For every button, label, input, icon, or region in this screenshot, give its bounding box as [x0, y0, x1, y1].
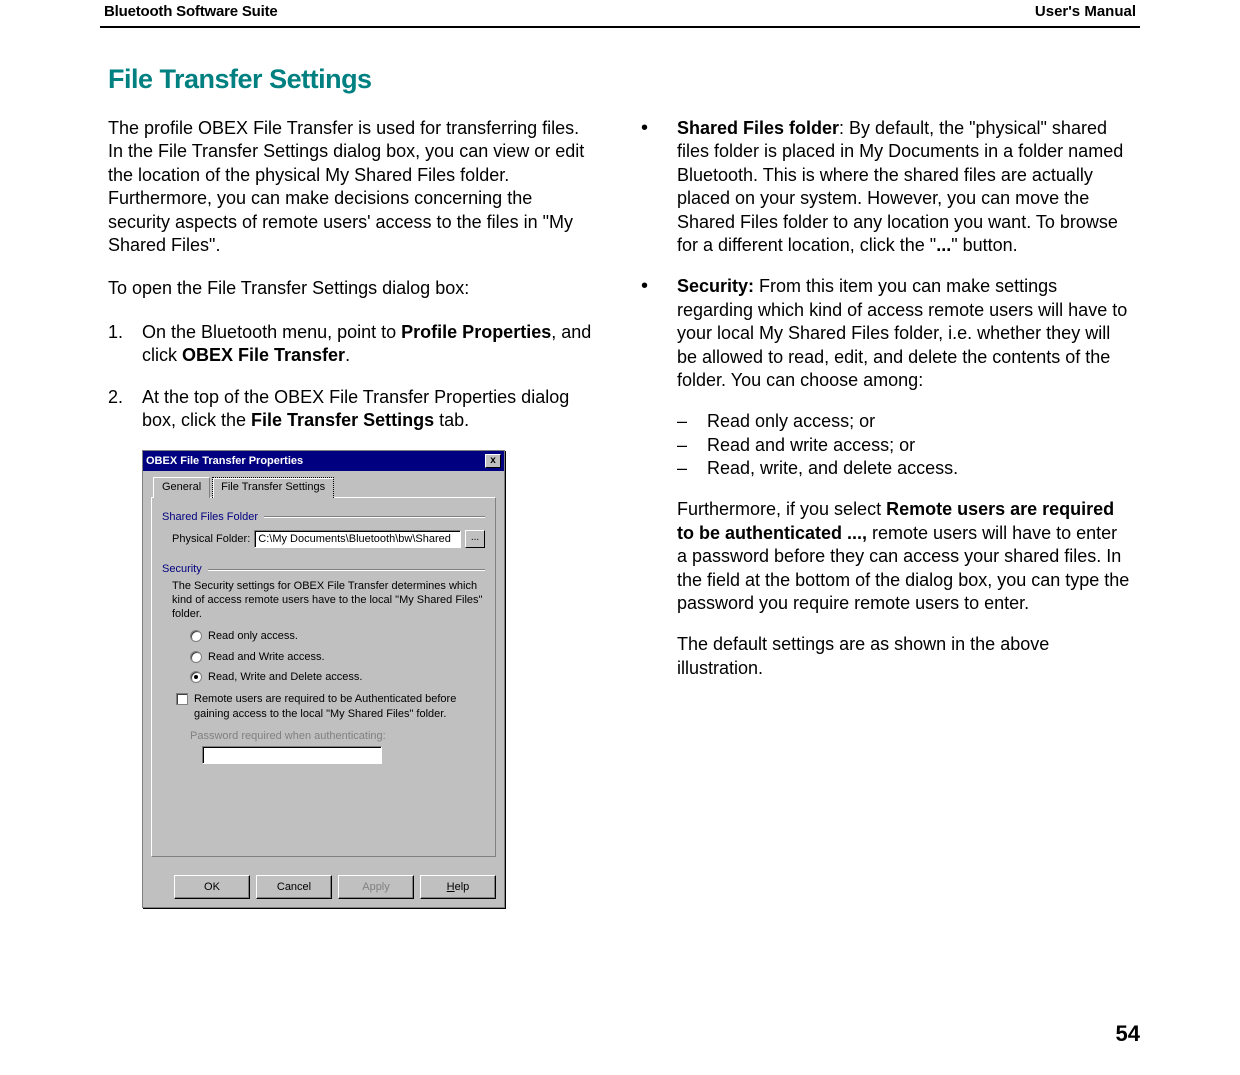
- step-1: 1. On the Bluetooth menu, point to Profi…: [108, 321, 599, 368]
- physical-folder-label: Physical Folder:: [172, 532, 250, 546]
- physical-folder-input[interactable]: [254, 530, 461, 548]
- close-icon[interactable]: x: [485, 454, 501, 468]
- page-header: Bluetooth Software Suite User's Manual: [100, 0, 1140, 28]
- dash-item: – Read, write, and delete access.: [677, 457, 1132, 480]
- bullet-shared-files: • Shared Files folder: By default, the "…: [641, 117, 1132, 257]
- step-2: 2. At the top of the OBEX File Transfer …: [108, 386, 599, 433]
- dash-icon: –: [677, 410, 707, 433]
- radio-label: Read and Write access.: [208, 650, 325, 664]
- step-number: 2.: [108, 386, 142, 433]
- tab-strip: General File Transfer Settings: [153, 477, 496, 497]
- dialog-screenshot: OBEX File Transfer Properties x General …: [142, 450, 599, 907]
- section-title: File Transfer Settings: [108, 64, 1140, 95]
- dash-item: – Read and write access; or: [677, 434, 1132, 457]
- bold-text: Shared Files folder: [677, 118, 839, 138]
- default-note: The default settings are as shown in the…: [677, 634, 1049, 677]
- step-body: On the Bluetooth menu, point to Profile …: [142, 321, 599, 368]
- bold-text: ...: [936, 235, 951, 255]
- checkbox-icon: [176, 693, 188, 705]
- text: Furthermore, if you select: [677, 499, 886, 519]
- text: tab.: [434, 410, 469, 430]
- step-number: 1.: [108, 321, 142, 368]
- help-button[interactable]: Help: [420, 875, 496, 899]
- group-shared-files: Shared Files Folder: [162, 510, 485, 524]
- password-label: Password required when authenticating:: [190, 729, 485, 743]
- checkbox-label: Remote users are required to be Authenti…: [194, 692, 485, 721]
- dialog-title: OBEX File Transfer Properties: [146, 454, 303, 468]
- ok-button[interactable]: OK: [174, 875, 250, 899]
- dash-icon: –: [677, 434, 707, 457]
- bullet-security: • Security: From this item you can make …: [641, 275, 1132, 680]
- group-security: Security: [162, 562, 485, 576]
- bullet-icon: •: [641, 117, 677, 257]
- header-right: User's Manual: [1035, 3, 1136, 20]
- security-description: The Security settings for OBEX File Tran…: [172, 580, 485, 621]
- dash-text: Read and write access; or: [707, 434, 1132, 457]
- bold-text: OBEX File Transfer: [182, 345, 345, 365]
- right-column: • Shared Files folder: By default, the "…: [641, 117, 1140, 908]
- step-body: At the top of the OBEX File Transfer Pro…: [142, 386, 599, 433]
- text: elp: [455, 881, 470, 893]
- tab-general[interactable]: General: [153, 477, 210, 497]
- dialog-titlebar: OBEX File Transfer Properties x: [143, 451, 504, 471]
- bullet-icon: •: [641, 275, 677, 680]
- radio-label: Read only access.: [208, 629, 298, 643]
- text: .: [345, 345, 350, 365]
- tab-panel: Shared Files Folder Physical Folder: ...…: [151, 497, 496, 857]
- obex-dialog: OBEX File Transfer Properties x General …: [142, 450, 505, 907]
- text: H: [447, 881, 455, 893]
- password-input[interactable]: [202, 746, 382, 764]
- intro-paragraph: The profile OBEX File Transfer is used f…: [108, 117, 599, 257]
- apply-button[interactable]: Apply: [338, 875, 414, 899]
- radio-label: Read, Write and Delete access.: [208, 670, 362, 684]
- bold-text: Security:: [677, 276, 754, 296]
- text: " button.: [951, 235, 1017, 255]
- open-instruction: To open the File Transfer Settings dialo…: [108, 277, 599, 300]
- bullet-body: Shared Files folder: By default, the "ph…: [677, 117, 1132, 257]
- radio-icon: [190, 630, 202, 642]
- auth-paragraph: Furthermore, if you select Remote users …: [677, 499, 1129, 613]
- bold-text: Profile Properties: [401, 322, 551, 342]
- bullet-body: Security: From this item you can make se…: [677, 275, 1132, 680]
- tab-file-transfer-settings[interactable]: File Transfer Settings: [212, 477, 334, 497]
- dash-icon: –: [677, 457, 707, 480]
- page-number: 54: [1116, 1021, 1140, 1047]
- radio-icon: [190, 671, 202, 683]
- left-column: The profile OBEX File Transfer is used f…: [100, 117, 599, 908]
- radio-read-write-delete[interactable]: Read, Write and Delete access.: [190, 670, 485, 684]
- checkbox-require-auth[interactable]: Remote users are required to be Authenti…: [176, 692, 485, 721]
- dash-text: Read, write, and delete access.: [707, 457, 1132, 480]
- dash-text: Read only access; or: [707, 410, 1132, 433]
- dash-item: – Read only access; or: [677, 410, 1132, 433]
- text: On the Bluetooth menu, point to: [142, 322, 401, 342]
- dialog-button-row: OK Cancel Apply Help: [143, 867, 504, 907]
- cancel-button[interactable]: Cancel: [256, 875, 332, 899]
- header-left: Bluetooth Software Suite: [104, 3, 278, 20]
- radio-read-write[interactable]: Read and Write access.: [190, 650, 485, 664]
- bold-text: File Transfer Settings: [251, 410, 434, 430]
- browse-button[interactable]: ...: [465, 530, 485, 548]
- text: : By default, the "physical" shared file…: [677, 118, 1123, 255]
- radio-icon: [190, 651, 202, 663]
- radio-read-only[interactable]: Read only access.: [190, 629, 485, 643]
